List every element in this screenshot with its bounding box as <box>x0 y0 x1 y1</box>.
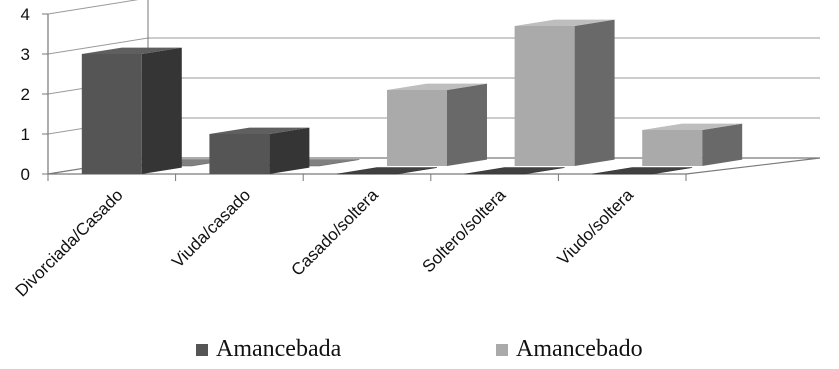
gridline-side-3 <box>47 37 149 55</box>
bar-0-0 <box>81 47 182 174</box>
legend-label-amancebado: Amancebado <box>516 336 643 362</box>
bar-0-1-front <box>209 134 270 174</box>
bar-1-2-front <box>387 90 447 166</box>
bar-1-4-side <box>702 123 743 166</box>
bar-1-2 <box>387 83 487 166</box>
bar-0-2-flat <box>336 167 438 175</box>
bar-0-3-flat <box>464 167 565 175</box>
bar-layer <box>81 19 743 175</box>
bar-1-2-top <box>387 83 487 90</box>
x-category-label-2: Casado/soltera <box>288 185 383 280</box>
bar-1-2-side <box>446 83 487 166</box>
bar-0-0-side <box>141 47 182 174</box>
bar-1-4-top <box>642 123 743 130</box>
bar-0-2 <box>336 167 438 175</box>
x-category-label-4: Viudo/soltera <box>554 185 638 269</box>
bar-0-0-front <box>81 54 142 174</box>
bar-0-3 <box>464 167 565 175</box>
legend-item-amancebada: Amancebada <box>196 336 341 363</box>
y-tick-label-2: 2 <box>21 85 30 104</box>
x-category-label-3: Soltero/soltera <box>418 185 509 276</box>
bar-1-3-side <box>574 19 615 166</box>
bar-1-4-front <box>642 130 703 166</box>
y-tick-label-4: 4 <box>21 5 30 24</box>
legend-swatch-amancebada <box>196 343 208 356</box>
bar-0-4-flat <box>592 167 693 175</box>
bar-0-1-top <box>209 127 310 134</box>
x-category-label-1: Viuda/casado <box>168 185 254 271</box>
bar-1-3-front <box>514 26 575 166</box>
y-tick-label-3: 3 <box>21 45 30 64</box>
bar-1-3 <box>514 19 615 166</box>
legend-swatch-amancebado <box>496 343 508 356</box>
legend-label-amancebada: Amancebada <box>216 336 342 362</box>
y-tick-label-1: 1 <box>21 125 30 144</box>
legend-item-amancebado: Amancebado <box>496 336 643 363</box>
gridline-side-4 <box>47 0 139 15</box>
bar-0-0-top <box>81 47 182 54</box>
bar-0-1-side <box>269 127 310 174</box>
bar-0-1 <box>209 127 310 174</box>
legend: Amancebada Amancebado <box>0 336 839 366</box>
bar-0-4 <box>592 167 693 175</box>
bar-1-4 <box>642 123 743 166</box>
bar-chart: 0 1 2 3 4 Divorciada/Casado Viuda/casado Casado… <box>12 0 821 300</box>
y-tick-label-0: 0 <box>21 165 30 184</box>
x-category-label-0: Divorciada/Casado <box>12 185 127 300</box>
bar-1-3-top <box>514 19 615 26</box>
